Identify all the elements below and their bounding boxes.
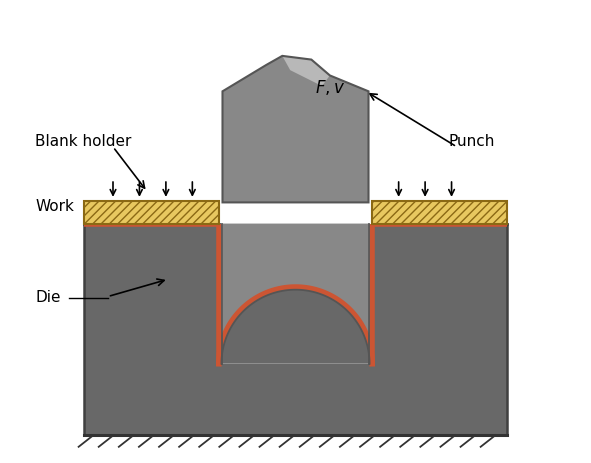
Polygon shape [222, 224, 369, 364]
Polygon shape [282, 56, 330, 86]
Polygon shape [84, 224, 219, 435]
Text: $F, v$: $F, v$ [315, 78, 345, 97]
Text: Blank holder: Blank holder [35, 134, 132, 149]
Polygon shape [372, 224, 507, 435]
Polygon shape [84, 201, 219, 224]
Polygon shape [219, 287, 372, 364]
Polygon shape [219, 364, 372, 435]
Text: Die: Die [35, 290, 61, 305]
Polygon shape [372, 201, 507, 224]
Text: Punch: Punch [449, 134, 495, 149]
Text: Work: Work [35, 199, 74, 214]
Polygon shape [222, 56, 369, 202]
